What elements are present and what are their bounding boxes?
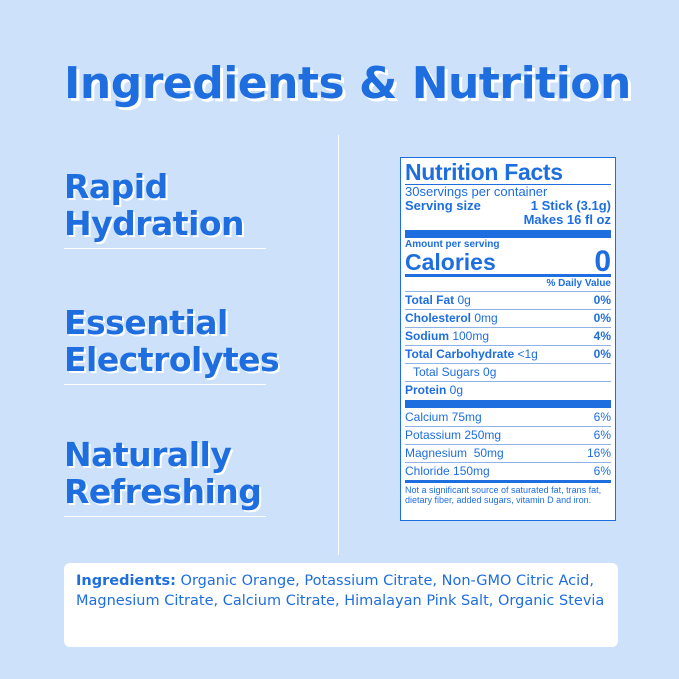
ingredients-label: Ingredients: [76,573,176,589]
nutrient-dv: 0% [593,293,611,307]
protein-row: Protein 0g [405,382,611,399]
nutrient-amount: 100mg [449,329,490,343]
mineral-dv: 6% [593,410,611,424]
feature-line: Naturally [64,435,232,474]
feature-essential-electrolytes: Essential Electrolytes [64,303,280,385]
dv-header: % Daily Value [405,277,611,292]
sugars-text: Total Sugars 0g [413,365,497,379]
medium-rule [405,274,611,277]
total-sugars-row: Total Sugars 0g [405,364,611,382]
mineral-label: Calcium 75mg [405,410,482,424]
makes: Makes 16 fl oz [523,212,611,227]
nutrient-amount: 0mg [471,311,498,325]
serving-size-label: Serving size [405,198,481,213]
nutrient-dv: 0% [593,347,611,361]
ingredients-text: Organic Orange, Potassium Citrate, Non-G… [76,573,605,609]
feature-line: Rapid [64,167,168,206]
mineral-label: Chloride 150mg [405,464,490,478]
nutrient-row: Total Carbohydrate <1g 0% [405,346,611,364]
thick-rule [405,400,611,408]
nutrient-amount: <1g [514,347,538,361]
nutrient-row: Total Fat 0g 0% [405,292,611,310]
protein-label: Protein [405,383,447,397]
feature-naturally-refreshing: Naturally Refreshing [64,436,266,517]
calories-row: Calories 0 [405,245,611,278]
nutrient-label: Sodium [405,329,449,343]
mineral-label: Magnesium 50mg [405,446,504,460]
mineral-row: Chloride 150mg 6% [405,463,611,480]
feature-line: Essential [64,303,228,342]
nutrient-label: Total Carbohydrate [405,347,515,361]
feature-line: Electrolytes [64,340,280,379]
thick-rule [405,230,611,238]
dv-header-text: % Daily Value [546,278,611,289]
nutrient-row: Sodium 100mg 4% [405,328,611,346]
mineral-row: Magnesium 50mg 16% [405,445,611,463]
nutrient-amount: 0g [454,293,471,307]
mineral-dv: 6% [593,428,611,442]
mineral-row: Potassium 250mg 6% [405,427,611,445]
serving-size: Serving size 1 Stick (3.1g) [405,199,611,213]
feature-line: Refreshing [64,472,262,511]
nutrient-dv: 0% [593,311,611,325]
nutrient-label: Total Fat [405,293,455,307]
amount-per-serving: Amount per serving [405,239,500,250]
vertical-divider [338,135,339,555]
nutrition-heading: Nutrition Facts [405,160,611,185]
medium-rule [405,480,611,483]
serving-size-value: 1 Stick (3.1g) [530,198,611,213]
calories-value: 0 [594,245,611,278]
nutrient-label: Cholesterol [405,311,472,325]
nutrient-row: Cholesterol 0mg 0% [405,310,611,328]
mineral-dv: 16% [586,446,611,460]
protein-amount: 0g [446,383,464,397]
footnote: Not a significant source of saturated fa… [405,485,602,505]
servings-per-container: 30servings per container [405,184,548,199]
mineral-dv: 6% [593,464,611,478]
mineral-label: Potassium 250mg [405,428,502,442]
nutrition-facts-panel: Nutrition Facts 30servings per container… [400,157,616,521]
feature-line: Hydration [64,204,245,243]
feature-rapid-hydration: Rapid Hydration [64,168,266,249]
calories-label: Calories [405,249,496,275]
page-title: Ingredients & Nutrition [64,58,631,109]
ingredients-box: Ingredients: Organic Orange, Potassium C… [64,563,618,647]
nutrient-dv: 4% [593,329,611,343]
mineral-row: Calcium 75mg 6% [405,409,611,427]
